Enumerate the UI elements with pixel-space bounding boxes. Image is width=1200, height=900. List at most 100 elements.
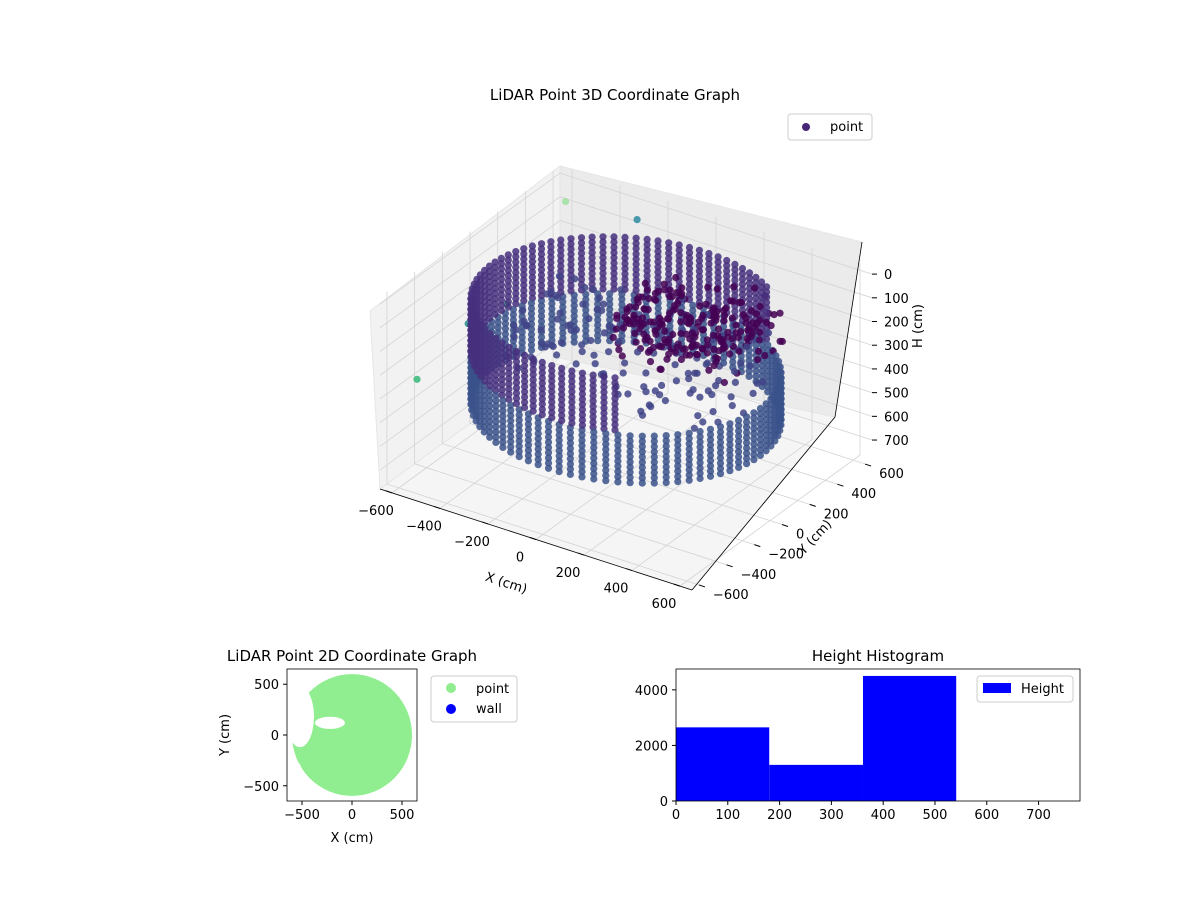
lidar-point [528, 252, 537, 261]
lidar-point [754, 347, 763, 355]
lidar-point [602, 445, 610, 453]
lidar-point [590, 475, 598, 483]
lidar-point [703, 349, 712, 357]
lidar-point [705, 275, 713, 284]
lidar-point [643, 256, 651, 264]
lidar-point [675, 262, 683, 270]
lidar-point [646, 346, 654, 354]
lidar-point [491, 269, 499, 277]
lidar-point [548, 367, 556, 375]
lidar-point [618, 295, 626, 303]
lidar-point [512, 274, 520, 282]
lidar-point [568, 398, 576, 406]
lidar-point [731, 378, 740, 386]
lidar-point [665, 260, 673, 268]
lidar-point [610, 269, 618, 277]
lidar-point [651, 289, 660, 297]
lidar-point [674, 478, 682, 486]
histogram-bar [676, 727, 770, 801]
lidar-point [650, 437, 658, 445]
lidar-point [654, 242, 662, 250]
lidar-point [528, 284, 537, 292]
lidar-point [723, 256, 731, 265]
lidar-point [520, 255, 528, 263]
lidar-point [632, 255, 640, 263]
lidar-point [756, 410, 765, 418]
lidar-point [558, 385, 566, 393]
lidar-point [498, 349, 506, 357]
lidar-point [728, 314, 736, 322]
chart3d-legend-label: point [830, 120, 863, 135]
lidar-point [537, 333, 546, 341]
lidar-point [600, 414, 608, 422]
lidar-point [510, 333, 518, 341]
lidar-point [499, 402, 507, 410]
y-tick-label: −500 [243, 780, 279, 795]
lidar-point [589, 285, 598, 294]
lidar-point [614, 452, 622, 460]
lidar-point [567, 282, 575, 290]
lidar-point [750, 435, 758, 443]
lidar-point [486, 351, 494, 359]
lidar-point [706, 441, 715, 449]
lidar-point [634, 348, 642, 356]
lidar-point [512, 358, 521, 366]
lidar-point [626, 453, 634, 461]
lidar-point [756, 430, 765, 439]
lidar-point [512, 373, 521, 382]
lidar-point [621, 244, 629, 252]
lidar-point [756, 436, 765, 444]
lidar-point [626, 303, 634, 311]
lidar-point [512, 347, 521, 355]
lidar-point [548, 414, 556, 422]
lidar-point [557, 236, 565, 244]
lidar-point [685, 290, 694, 298]
lidar-point [745, 290, 754, 298]
lidar-point [544, 454, 553, 462]
lidar-point [589, 371, 597, 379]
lidar-point [548, 326, 556, 334]
lidar-point [538, 384, 546, 393]
lidar-point [538, 379, 546, 387]
lidar-point [544, 464, 553, 472]
lidar-point [538, 395, 546, 403]
lidar-point [750, 430, 758, 438]
lidar-point [499, 428, 507, 436]
lidar-point [682, 351, 690, 359]
lidar-point [606, 316, 614, 324]
lidar-point [537, 266, 546, 274]
lidar-point [714, 325, 723, 333]
lidar-point [556, 309, 564, 317]
lidar-point [729, 297, 737, 305]
chart3d-zlabel: H (cm) [911, 304, 926, 348]
lidar-point [527, 304, 536, 312]
lidar-point [774, 385, 782, 393]
lidar-point [665, 309, 674, 317]
lidar-point [557, 246, 565, 254]
lidar-point [534, 455, 542, 464]
lidar-point [547, 248, 555, 256]
lidar-point [599, 254, 607, 262]
lidar-point [750, 414, 758, 422]
lidar-point [577, 234, 586, 242]
lidar-point [661, 336, 669, 344]
lidar-point [611, 410, 619, 418]
lidar-point [589, 376, 597, 384]
lidar-point [515, 437, 523, 445]
lidar-point [578, 431, 586, 439]
lidar-point [698, 314, 706, 322]
lidar-point [611, 379, 619, 387]
lidar-point [492, 402, 500, 410]
lidar-point [720, 317, 728, 325]
lidar-point [762, 416, 770, 424]
lidar-point [578, 411, 587, 419]
lidar-point [577, 260, 586, 268]
lidar-point [716, 444, 725, 452]
lidar-point [698, 326, 706, 334]
lidar-point [756, 420, 765, 428]
lidar-point [504, 298, 512, 306]
lidar-point [696, 464, 704, 472]
lidar-point [505, 375, 513, 383]
lidar-point [654, 237, 662, 245]
lidar-point [645, 294, 653, 302]
